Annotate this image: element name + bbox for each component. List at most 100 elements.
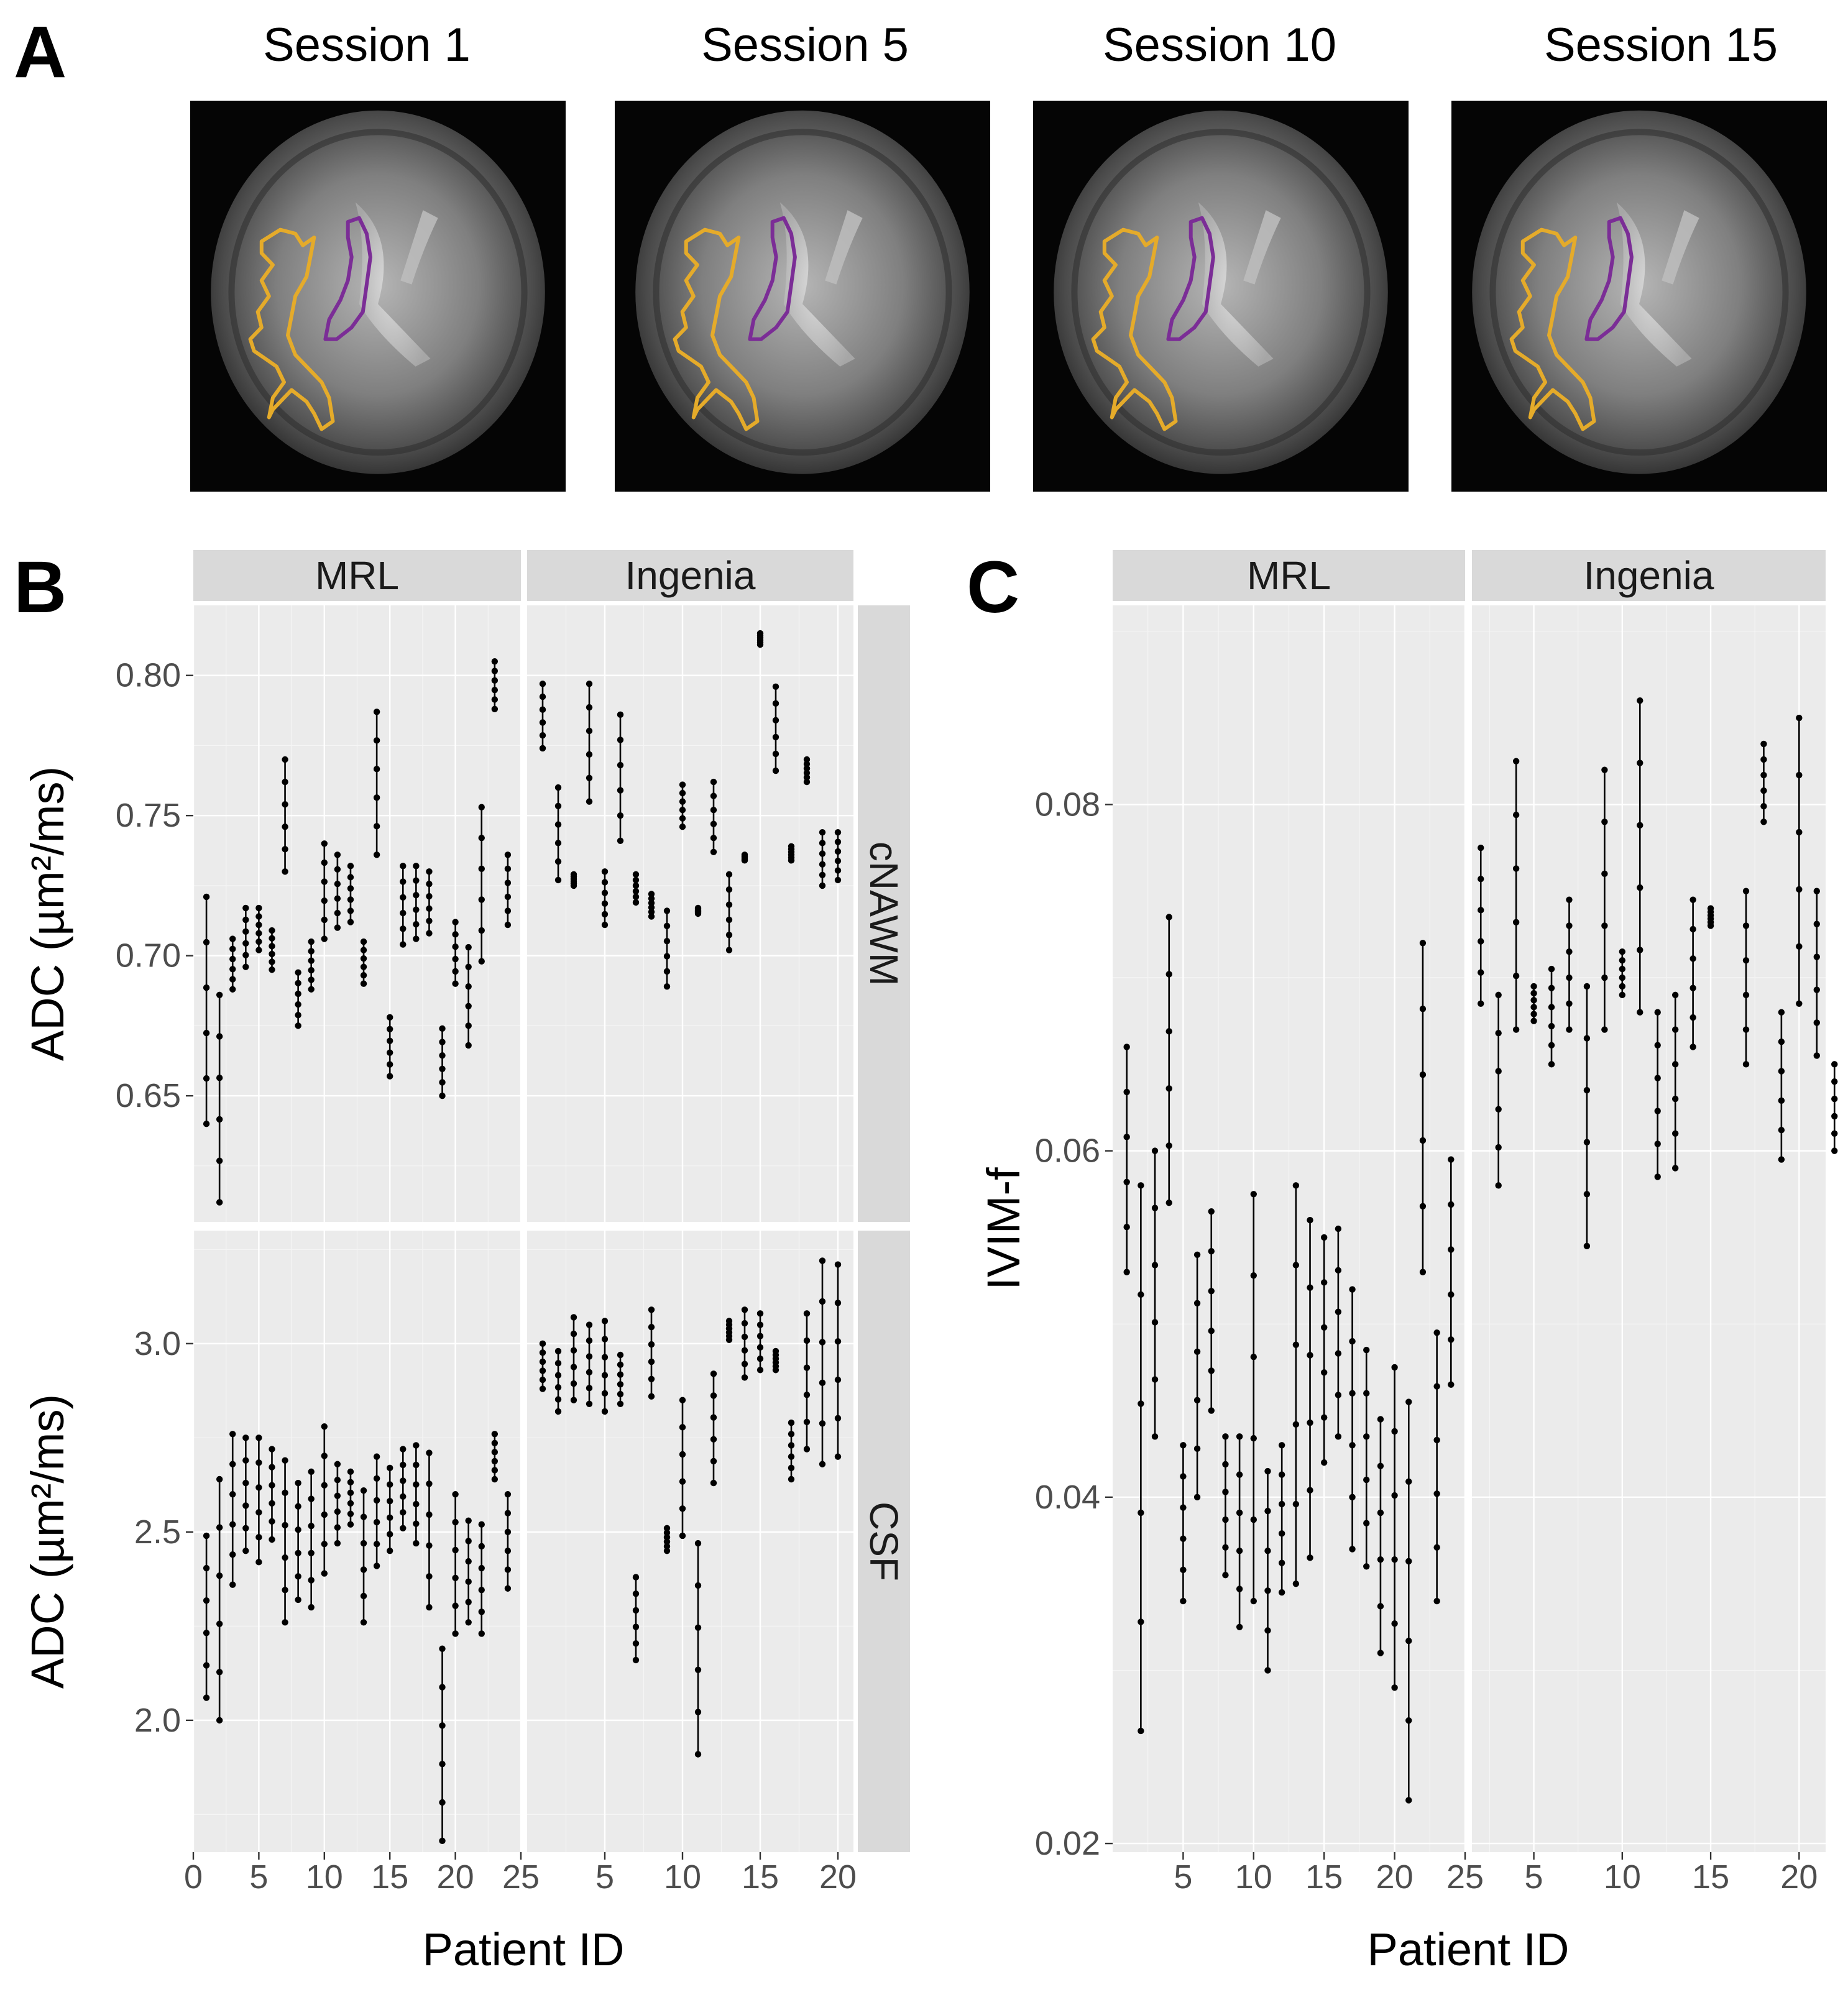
data-point <box>601 1408 609 1415</box>
data-point <box>465 983 472 990</box>
data-point <box>321 840 328 847</box>
data-point <box>1264 1667 1271 1674</box>
data-point <box>1377 1416 1384 1423</box>
data-point <box>242 940 249 947</box>
panel-c-ivim-chart: MRL Ingenia 0.02 0.04 0.06 0.08 5 10 15 20 25 5 10 15… <box>978 550 1838 1975</box>
data-point <box>1671 1130 1679 1137</box>
data-point <box>282 1554 288 1561</box>
data-point <box>834 848 842 855</box>
data-point <box>1236 1433 1243 1440</box>
data-point <box>229 1581 236 1588</box>
data-point <box>601 1354 609 1361</box>
data-point <box>725 901 733 908</box>
data-point <box>334 851 341 858</box>
patient-8-range <box>1222 1433 1229 1579</box>
data-point <box>1448 1381 1455 1388</box>
brain-sulci-ring <box>653 129 952 456</box>
data-point <box>803 769 811 776</box>
patient-14-range <box>373 1453 380 1569</box>
data-point <box>1363 1346 1370 1354</box>
data-point <box>1512 811 1520 819</box>
data-point <box>1530 989 1537 997</box>
data-point <box>632 899 640 906</box>
patient-9-range <box>663 1525 671 1554</box>
patient-18-range <box>803 1310 811 1453</box>
data-point <box>269 950 275 958</box>
data-point <box>295 1503 301 1510</box>
data-point <box>203 1120 210 1127</box>
data-point <box>242 1457 249 1464</box>
patient-21-range <box>1405 1398 1412 1804</box>
data-point <box>741 1361 748 1367</box>
data-point <box>439 1837 446 1845</box>
patient-13-range <box>360 1487 367 1626</box>
data-point <box>1335 1350 1342 1357</box>
data-point <box>1307 1352 1313 1359</box>
data-point <box>1433 1597 1440 1605</box>
data-point <box>1165 1200 1172 1206</box>
data-point <box>1583 1191 1591 1198</box>
data-point <box>1689 1044 1696 1050</box>
data-point <box>242 952 249 958</box>
patient-16-range <box>400 863 407 948</box>
facet-c-ingenia-background <box>1472 605 1826 1852</box>
data-point <box>725 947 733 953</box>
data-point <box>1165 1028 1172 1035</box>
data-point <box>1566 974 1573 981</box>
data-point <box>426 881 433 888</box>
data-point <box>788 1442 795 1449</box>
data-point <box>1495 991 1502 999</box>
data-point <box>694 1540 702 1547</box>
x-tick-label-ingenia-c: 15 <box>1692 1858 1729 1896</box>
data-point <box>679 1397 686 1403</box>
data-point <box>725 932 733 939</box>
data-point <box>216 1033 223 1040</box>
data-point <box>308 948 315 955</box>
data-point <box>203 1597 210 1604</box>
data-point <box>426 917 433 924</box>
patient-1-range <box>1123 1044 1130 1275</box>
patient-12-range <box>347 863 354 925</box>
data-point <box>478 1564 485 1572</box>
strip-cnawm-label: cNAWM <box>862 842 906 986</box>
patient-22-range <box>478 1521 485 1637</box>
data-point <box>819 871 826 878</box>
data-point <box>1363 1520 1370 1526</box>
patient-18-range <box>1760 740 1767 825</box>
patient-7-range <box>1208 1208 1215 1414</box>
data-point <box>1278 1500 1285 1508</box>
data-point <box>570 1380 577 1387</box>
data-point <box>478 1521 485 1528</box>
data-point <box>373 766 380 773</box>
data-point <box>452 1602 459 1609</box>
data-point <box>710 806 717 814</box>
patient-4-range <box>1165 914 1172 1206</box>
ventricle-right <box>1243 210 1281 285</box>
data-point <box>756 1321 764 1328</box>
data-point <box>387 1073 393 1080</box>
data-point <box>1601 870 1608 878</box>
data-point <box>803 774 811 781</box>
patient-5-range <box>255 904 262 953</box>
data-point <box>1180 1473 1187 1480</box>
patient-11-range <box>694 904 702 917</box>
data-point <box>334 1524 341 1531</box>
patient-3-range <box>1495 991 1502 1189</box>
patient-10-range <box>321 840 328 942</box>
data-point <box>1583 1086 1591 1094</box>
data-point <box>426 1604 433 1611</box>
data-point <box>1264 1548 1271 1554</box>
data-point <box>504 851 512 858</box>
data-point <box>710 1414 717 1421</box>
patient-5-range <box>1530 983 1537 1024</box>
data-point <box>539 681 546 687</box>
data-point <box>601 911 609 918</box>
data-point <box>452 931 459 938</box>
data-point <box>387 1049 393 1056</box>
data-point <box>491 1457 499 1465</box>
data-point <box>400 925 407 932</box>
patient-8-range <box>295 1479 301 1604</box>
data-point <box>554 858 562 865</box>
data-point <box>1548 1042 1555 1049</box>
data-point <box>504 1528 512 1536</box>
